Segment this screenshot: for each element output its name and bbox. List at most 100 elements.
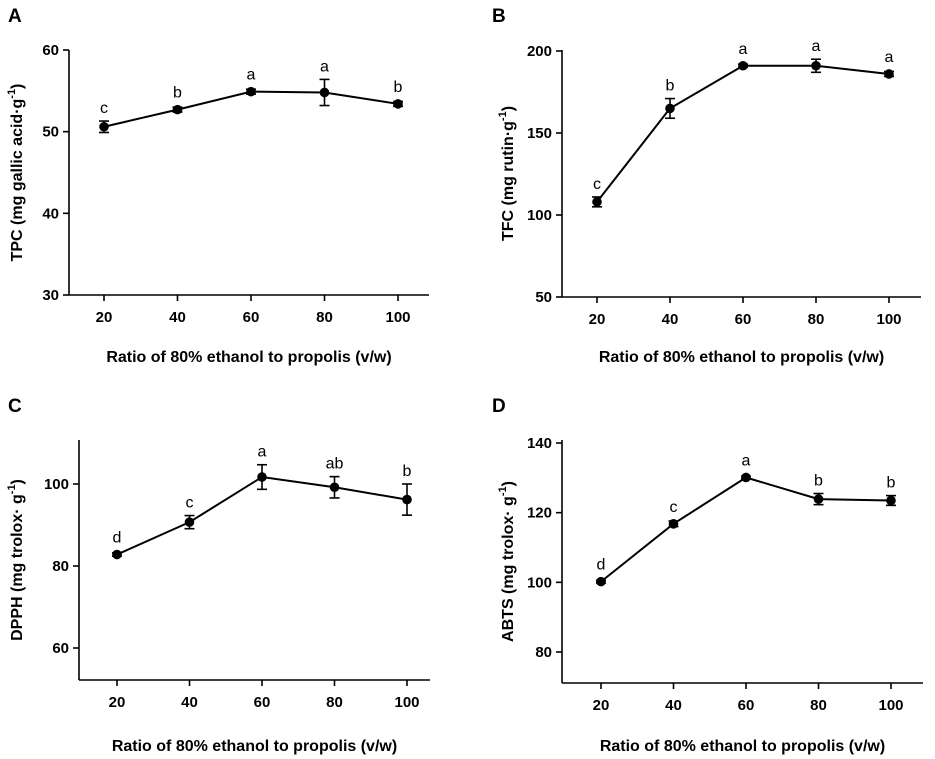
x-tick-label: 60 (254, 694, 271, 711)
y-axis-title-main: TPC (mg gallic acid·g (9, 99, 26, 262)
significance-letter: a (320, 58, 329, 75)
panel-c: C 60 80 100 20 40 60 80 100 Ratio of 80% ethanol … (6, 396, 430, 755)
x-tick-label: 100 (876, 311, 901, 328)
x-tick-label: 80 (808, 311, 825, 328)
y-axis-title: TPC (mg gallic acid·g-1) (6, 84, 26, 262)
y-tick-label: 50 (535, 289, 552, 306)
y-axis-title-main: DPPH (mg trolox· g (9, 494, 26, 641)
series-line (103, 90, 399, 128)
significance-letter: b (394, 79, 403, 96)
data-point (184, 517, 195, 527)
y-tick-label: 150 (527, 125, 552, 142)
significance-letter: ab (326, 456, 344, 473)
significance-letter: d (113, 530, 122, 547)
y-axis-title-superscript: -1 (6, 89, 18, 99)
x-tick-label: 80 (326, 694, 343, 711)
significance-letter: b (887, 475, 896, 492)
significance-letter: d (597, 557, 606, 574)
x-tick-label: 80 (810, 697, 827, 714)
significance-letter: a (247, 67, 256, 84)
y-tick-label: 60 (52, 640, 69, 657)
x-tick-label: 20 (593, 697, 610, 714)
data-point (741, 472, 751, 483)
panel-b: B 50 100 150 200 20 40 60 80 100 Ratio of 80% etha… (492, 6, 921, 366)
x-tick-label: 100 (878, 697, 903, 714)
y-axis-title: DPPH (mg trolox· g-1) (6, 479, 26, 641)
data-point (665, 103, 675, 114)
x-tick-label: 100 (385, 309, 410, 326)
y-axis-title-end: ) (500, 481, 517, 486)
data-point (393, 99, 403, 109)
data-point (246, 86, 256, 97)
x-axis-title: Ratio of 80% ethanol to propolis (v/w) (599, 349, 884, 366)
y-axis-title-main: TFC (mg rutin·g (500, 121, 517, 241)
x-axis-title: Ratio of 80% ethanol to propolis (v/w) (600, 738, 885, 755)
data-point (668, 519, 679, 529)
panel-letter: A (8, 6, 22, 27)
series-line (600, 476, 892, 583)
x-axis-title: Ratio of 80% ethanol to propolis (v/w) (112, 738, 397, 755)
x-tick-label: 60 (738, 697, 755, 714)
significance-letter: c (670, 499, 678, 516)
data-point (596, 576, 606, 587)
data-point (886, 495, 896, 506)
y-tick-label: 30 (42, 287, 59, 304)
x-tick-label: 40 (665, 697, 682, 714)
y-tick-label: 100 (527, 207, 552, 224)
y-axis-title: ABTS (mg trolox· g-1) (497, 481, 517, 642)
y-tick-label: 200 (527, 43, 552, 60)
y-tick-label: 120 (527, 505, 552, 522)
x-tick-label: 100 (394, 694, 419, 711)
y-tick-label: 50 (42, 124, 59, 141)
panel-letter: C (8, 396, 22, 417)
y-tick-label: 40 (42, 205, 59, 222)
y-tick-label: 100 (44, 476, 69, 493)
y-tick-label: 80 (535, 644, 552, 661)
data-point (172, 104, 183, 115)
x-tick-label: 40 (181, 694, 198, 711)
significance-letter: a (812, 38, 821, 55)
y-tick-label: 80 (52, 558, 69, 575)
y-axis-title-superscript: -1 (6, 484, 18, 494)
y-tick-label: 140 (527, 435, 552, 452)
y-axis-title-superscript: -1 (497, 486, 509, 496)
data-point (402, 494, 412, 505)
data-point (319, 87, 330, 98)
data-point (257, 472, 267, 482)
x-tick-label: 60 (243, 309, 260, 326)
y-axis-title-main: ABTS (mg trolox· g (500, 496, 517, 642)
significance-letter: a (739, 41, 748, 58)
significance-letter: a (885, 49, 894, 66)
x-tick-label: 40 (169, 309, 186, 326)
significance-letter: a (742, 452, 751, 469)
panel-letter: D (492, 396, 506, 417)
panel-letter: B (492, 6, 506, 27)
y-tick-label: 60 (42, 42, 59, 59)
panel-a: A 30 40 50 60 20 40 60 80 100 Ratio of 80% ethanol… (6, 6, 429, 366)
x-tick-label: 20 (589, 311, 606, 328)
data-point (811, 60, 821, 71)
data-point (884, 69, 894, 79)
data-point (738, 60, 748, 71)
y-axis-title-end: ) (9, 84, 26, 89)
significance-letter: a (258, 444, 267, 461)
data-point (329, 482, 340, 493)
x-tick-label: 80 (316, 309, 333, 326)
x-tick-label: 20 (96, 309, 113, 326)
y-axis-title-end: ) (9, 479, 26, 484)
significance-letter: c (186, 495, 194, 512)
x-tick-label: 20 (109, 694, 126, 711)
x-tick-label: 40 (662, 311, 679, 328)
data-point (592, 197, 602, 207)
significance-letter: b (814, 473, 823, 490)
x-axis-title: Ratio of 80% ethanol to propolis (v/w) (106, 349, 391, 366)
significance-letter: b (403, 463, 412, 480)
significance-letter: c (593, 176, 601, 193)
y-tick-label: 100 (527, 574, 552, 591)
significance-letter: b (666, 78, 675, 95)
series-line (596, 64, 890, 203)
x-tick-label: 60 (735, 311, 752, 328)
data-point (112, 549, 122, 560)
data-point (813, 494, 824, 504)
